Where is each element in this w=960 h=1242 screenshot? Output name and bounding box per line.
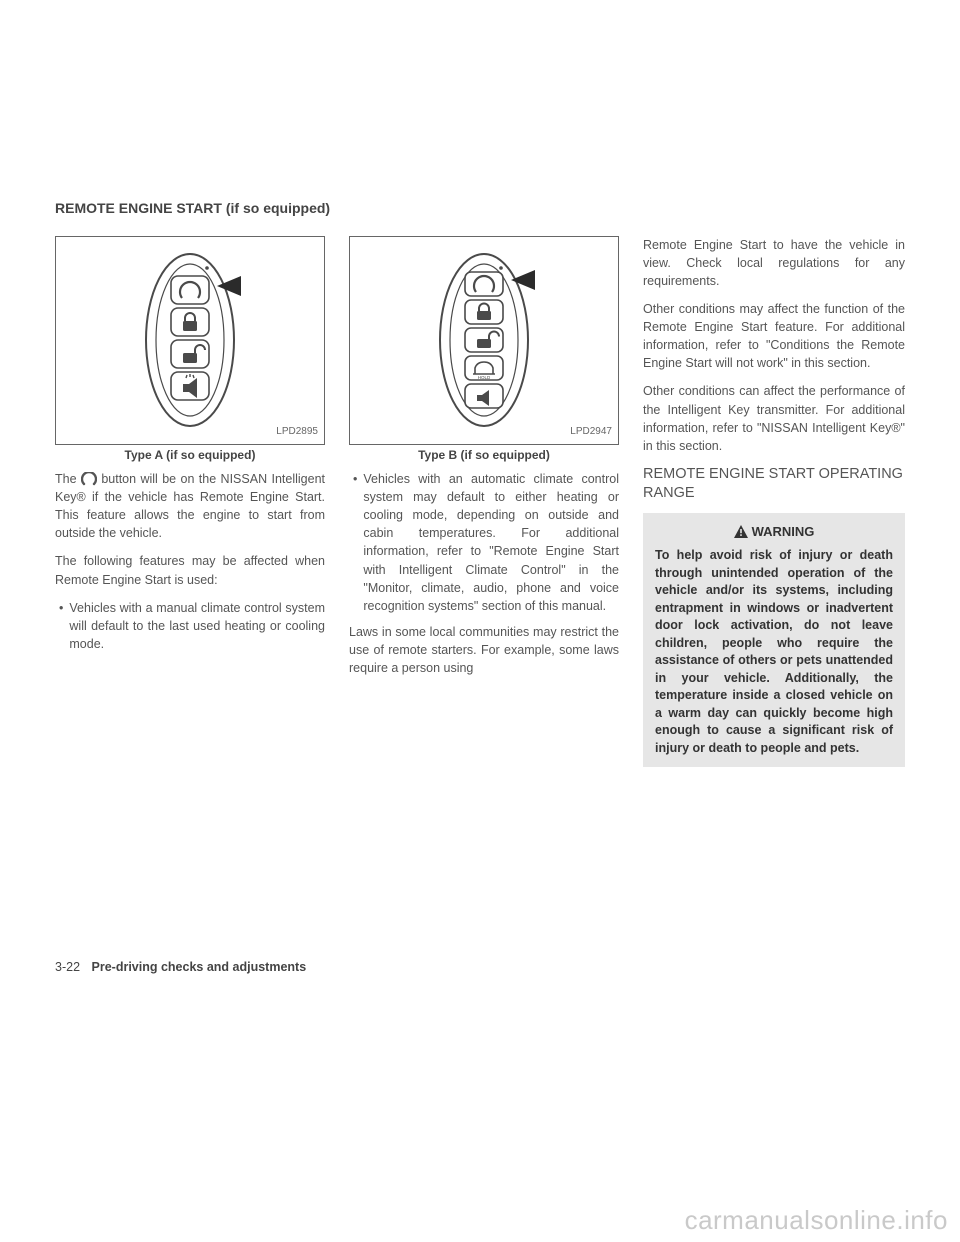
col2-b1-text: Vehicles with an automatic climate contr…: [363, 470, 619, 615]
warning-triangle-icon: [734, 525, 748, 538]
figure-box-type-b: HOLD LPD2947: [349, 236, 619, 445]
warning-body: To help avoid risk of injury or death th…: [655, 547, 893, 757]
svg-text:HOLD: HOLD: [478, 375, 491, 380]
col1-p1-pre: The: [55, 472, 81, 486]
figure-code-b: LPD2947: [570, 425, 612, 440]
watermark: carmanualsonline.info: [685, 1205, 948, 1236]
bullet-dot-icon: •: [353, 470, 357, 615]
col2-bullet1: • Vehicles with an automatic climate con…: [349, 470, 619, 615]
figure-box-type-a: LPD2895: [55, 236, 325, 445]
footer-section: Pre-driving checks and adjustments: [92, 960, 307, 974]
column-2: HOLD LPD2947 Type B (if so equipped) • V…: [349, 236, 619, 768]
column-1: LPD2895 Type A (if so equipped) The butt…: [55, 236, 325, 768]
figure-caption-a: Type A (if so equipped): [55, 447, 325, 464]
col1-para2: The following features may be affected w…: [55, 552, 325, 588]
content-columns: LPD2895 Type A (if so equipped) The butt…: [55, 236, 905, 768]
manual-page: REMOTE ENGINE START (if so equipped): [0, 0, 960, 1242]
bullet-dot-icon: •: [59, 599, 63, 653]
col1-b1-text: Vehicles with a manual climate control s…: [69, 599, 325, 653]
keyfob-a-icon: [125, 248, 255, 433]
page-footer: 3-22 Pre-driving checks and adjustments: [55, 960, 306, 974]
col2-para2: Laws in some local communities may restr…: [349, 623, 619, 677]
warning-box: WARNING To help avoid risk of injury or …: [643, 513, 905, 768]
figure-code-a: LPD2895: [276, 425, 318, 440]
figure-caption-b: Type B (if so equipped): [349, 447, 619, 464]
warning-title: WARNING: [655, 523, 893, 542]
column-3: Remote Engine Start to have the vehicle …: [643, 236, 905, 768]
col3-para2: Other conditions may affect the function…: [643, 300, 905, 373]
col3-subheading: REMOTE ENGINE START OPERATING RANGE: [643, 465, 905, 503]
page-number: 3-22: [55, 960, 80, 974]
col1-para1: The button will be on the NISSAN Intelli…: [55, 470, 325, 543]
warning-title-text: WARNING: [752, 524, 815, 539]
col1-bullet1: • Vehicles with a manual climate control…: [55, 599, 325, 653]
remote-start-icon: [81, 472, 97, 486]
keyfob-b-icon: HOLD: [419, 248, 549, 433]
col3-para3: Other conditions can affect the performa…: [643, 382, 905, 455]
section-title: REMOTE ENGINE START (if so equipped): [55, 200, 905, 218]
col3-para1: Remote Engine Start to have the vehicle …: [643, 236, 905, 290]
